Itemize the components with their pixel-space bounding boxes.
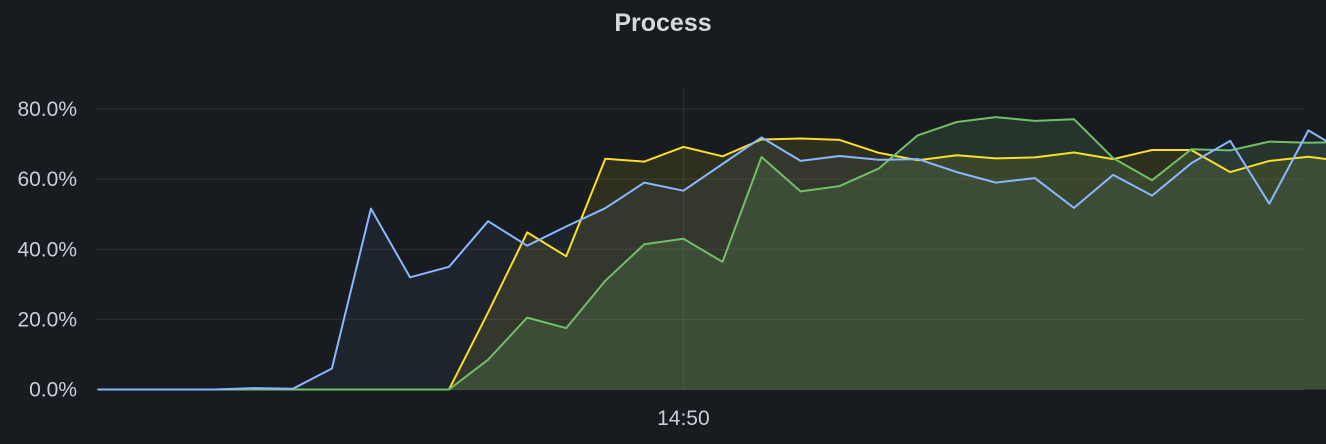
series-1-line[interactable] xyxy=(97,116,1326,391)
y-tick-label: 40.0% xyxy=(17,238,77,261)
series-0-area xyxy=(97,138,1326,390)
series-1-area xyxy=(97,117,1326,390)
y-axis-labels: 0.0% 20.0% 40.0% 60.0% 80.0% xyxy=(17,98,77,402)
x-axis-labels: 14:5014:5515:00 xyxy=(657,407,710,430)
y-tick-label: 60.0% xyxy=(17,168,77,191)
series-layer xyxy=(97,116,1326,391)
y-tick-label: 20.0% xyxy=(17,308,77,331)
y-tick-label: 80.0% xyxy=(17,98,77,121)
series-2-area xyxy=(97,130,1326,390)
series-2-line[interactable] xyxy=(97,129,1326,391)
panel-title[interactable]: Process xyxy=(614,9,712,37)
y-tick-label: 0.0% xyxy=(29,379,77,402)
x-tick-label: 14:50 xyxy=(657,407,710,430)
